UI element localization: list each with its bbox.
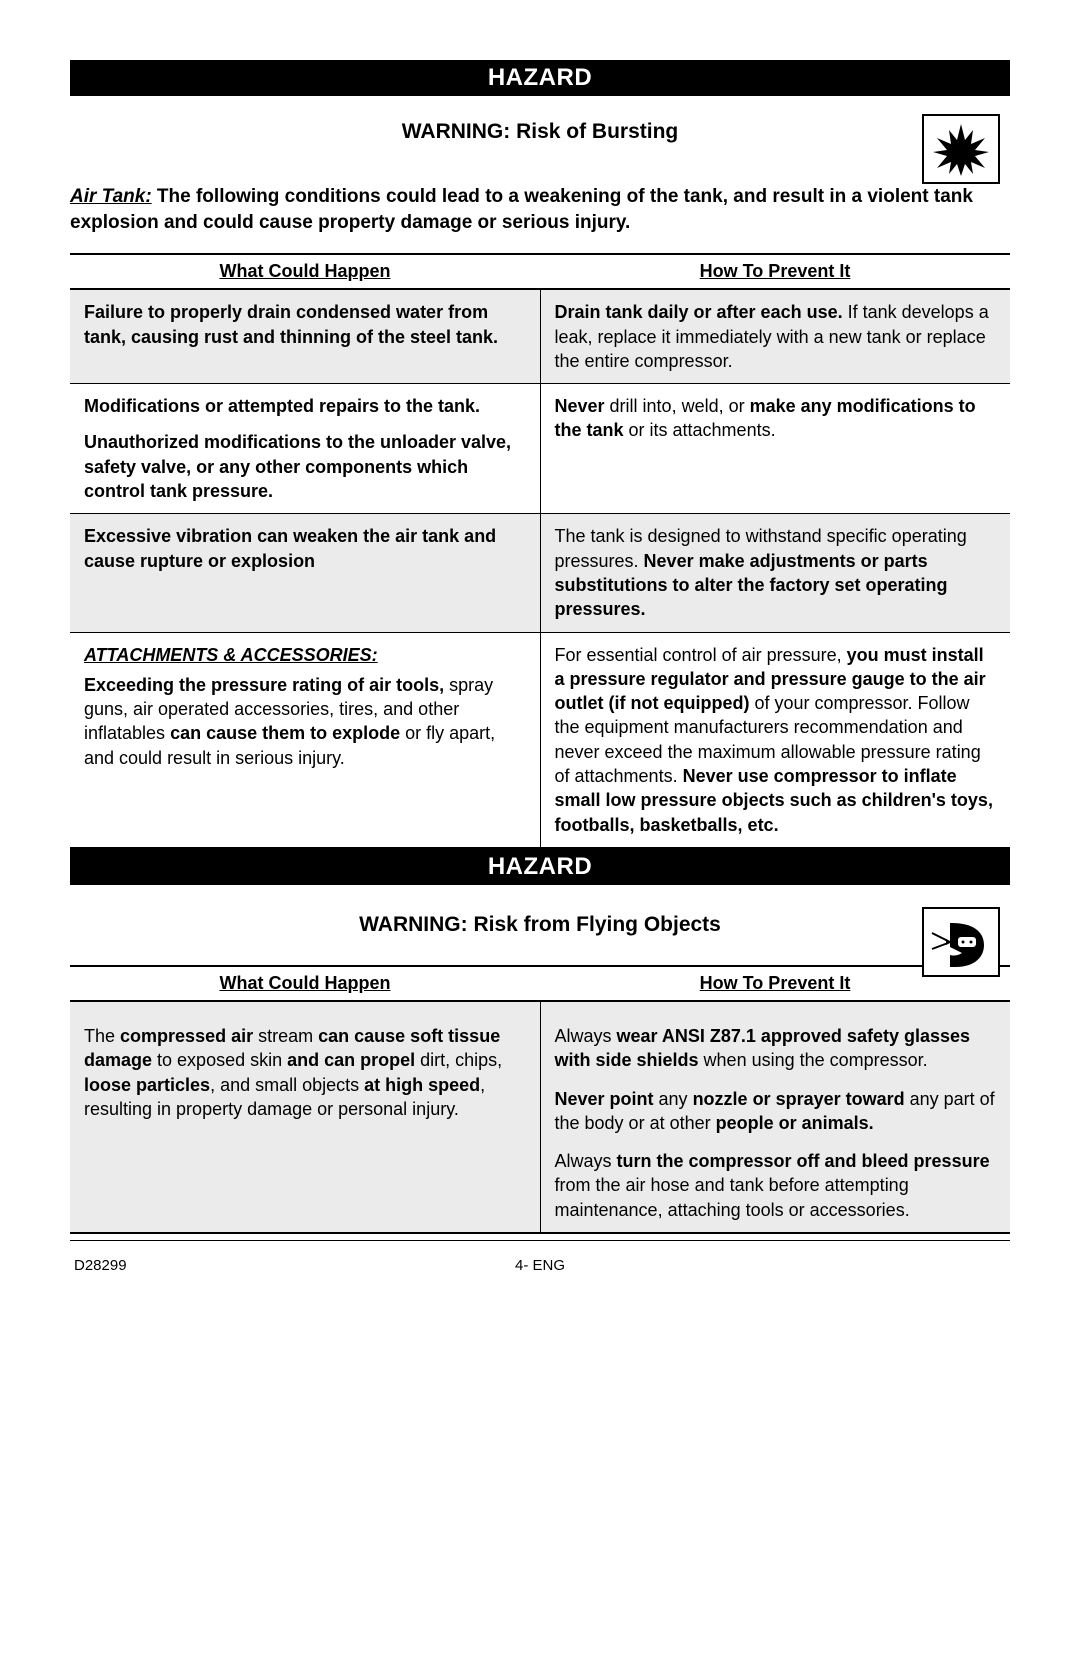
intro-label: Air Tank:	[70, 186, 152, 207]
txt: people or animals.	[716, 1113, 874, 1133]
txt: can cause them to explode	[170, 723, 400, 743]
txt: Never	[555, 396, 605, 416]
warning-title-bursting: WARNING: Risk of Bursting	[70, 120, 1010, 144]
cell-right: Always wear ANSI Z87.1 approved safety g…	[540, 1001, 1010, 1233]
txt: from the air hose and tank before attemp…	[555, 1175, 910, 1219]
txt: any	[654, 1089, 693, 1109]
table-header-row: What Could Happen How To Prevent It	[70, 966, 1010, 1001]
table-row: The compressed air stream can cause soft…	[70, 1001, 1010, 1233]
intro-text: Air Tank: The following conditions could…	[70, 184, 1010, 235]
txt: stream	[253, 1026, 318, 1046]
txt: Unauthorized modifications to the unload…	[84, 430, 526, 503]
doc-number: D28299	[74, 1257, 127, 1274]
table-header-row: What Could Happen How To Prevent It	[70, 254, 1010, 289]
warning-row-bursting: WARNING: Risk of Bursting	[70, 120, 1010, 144]
footer-spacer	[1002, 1257, 1006, 1274]
col-what-could-happen: What Could Happen	[70, 254, 540, 289]
txt: at high speed	[364, 1075, 480, 1095]
txt: Always	[555, 1026, 617, 1046]
txt: compressed air	[120, 1026, 253, 1046]
txt: Always turn the compressor off and bleed…	[555, 1149, 997, 1222]
txt: Never point	[555, 1089, 654, 1109]
page-footer: D28299 4- ENG	[70, 1240, 1010, 1274]
txt: dirt, chips,	[415, 1050, 502, 1070]
cell-left: The compressed air stream can cause soft…	[70, 1001, 540, 1233]
txt: and can propel	[287, 1050, 415, 1070]
txt: Exceeding the pressure rating of air too…	[84, 675, 444, 695]
cell-left: Excessive vibration can weaken the air t…	[70, 514, 540, 632]
burst-icon	[922, 114, 1000, 184]
table-row: Modifications or attempted repairs to th…	[70, 384, 1010, 514]
hazard-table-1: What Could Happen How To Prevent It Fail…	[70, 253, 1010, 849]
txt: to exposed skin	[152, 1050, 287, 1070]
hazard-bar-1: HAZARD	[70, 60, 1010, 96]
attachments-heading: ATTACHMENTS & ACCESSORIES:	[84, 643, 526, 667]
txt: For essential control of air pressure,	[555, 645, 847, 665]
txt: Never point any nozzle or sprayer toward…	[555, 1087, 997, 1136]
txt: Always	[555, 1151, 617, 1171]
hazard-bar-2: HAZARD	[70, 849, 1010, 885]
cell-right: For essential control of air pressure, y…	[540, 632, 1010, 848]
txt: nozzle or sprayer toward	[693, 1089, 905, 1109]
table-row: Failure to properly drain condensed wate…	[70, 289, 1010, 383]
cell-right: Never drill into, weld, or make any modi…	[540, 384, 1010, 514]
col-how-to-prevent: How To Prevent It	[540, 254, 1010, 289]
goggles-icon	[922, 907, 1000, 977]
warning-row-flying: WARNING: Risk from Flying Objects	[70, 913, 1010, 937]
txt: Drain tank daily or after each use.	[555, 302, 843, 322]
intro-body: The following conditions could lead to a…	[70, 186, 973, 233]
table-row: ATTACHMENTS & ACCESSORIES: Exceeding the…	[70, 632, 1010, 848]
cell-left: Modifications or attempted repairs to th…	[70, 384, 540, 514]
txt: Modifications or attempted repairs to th…	[84, 394, 526, 418]
page-number: 4- ENG	[515, 1257, 565, 1274]
hazard-table-2: What Could Happen How To Prevent It The …	[70, 965, 1010, 1234]
col-what-could-happen: What Could Happen	[70, 966, 540, 1001]
txt: Exceeding the pressure rating of air too…	[84, 673, 526, 770]
txt: Always wear ANSI Z87.1 approved safety g…	[555, 1024, 997, 1073]
cell-left: Failure to properly drain condensed wate…	[70, 289, 540, 383]
cell-left: ATTACHMENTS & ACCESSORIES: Exceeding the…	[70, 632, 540, 848]
txt: turn the compressor off and bleed pressu…	[617, 1151, 990, 1171]
table-row: Excessive vibration can weaken the air t…	[70, 514, 1010, 632]
txt: The	[84, 1026, 120, 1046]
warning-title-flying: WARNING: Risk from Flying Objects	[70, 913, 1010, 937]
cell-right: The tank is designed to withstand specif…	[540, 514, 1010, 632]
txt: when using the compressor.	[699, 1050, 928, 1070]
txt: , and small objects	[210, 1075, 364, 1095]
txt: or its attachments.	[624, 420, 776, 440]
txt: drill into, weld, or	[605, 396, 750, 416]
cell-right: Drain tank daily or after each use. If t…	[540, 289, 1010, 383]
txt: loose particles	[84, 1075, 210, 1095]
